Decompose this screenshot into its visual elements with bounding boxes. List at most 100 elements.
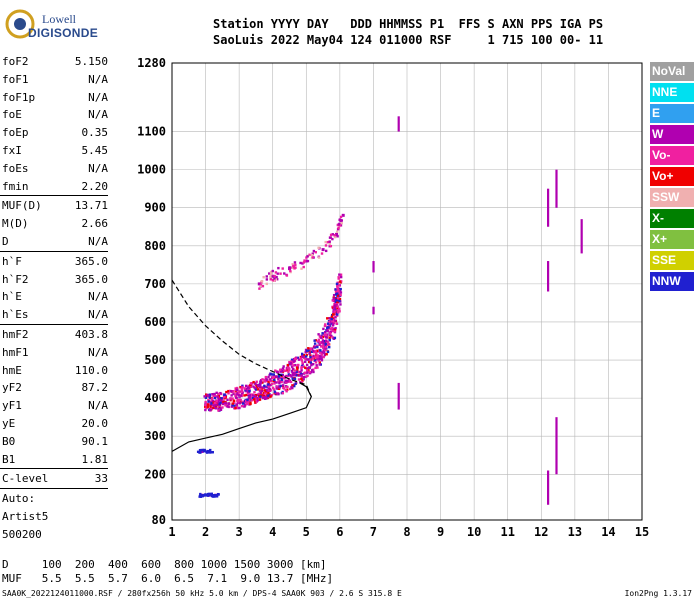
data-point <box>255 385 259 389</box>
data-point <box>243 401 246 405</box>
data-point <box>265 395 268 398</box>
data-point <box>329 319 333 323</box>
data-point <box>331 329 335 333</box>
data-point <box>334 319 337 322</box>
data-point <box>325 339 328 342</box>
data-point <box>319 341 322 344</box>
data-point <box>259 387 262 391</box>
data-point <box>305 367 309 370</box>
data-point <box>266 379 269 383</box>
data-point <box>334 303 337 306</box>
data-point <box>260 387 263 391</box>
data-point <box>259 381 263 384</box>
data-point <box>313 345 316 348</box>
data-point <box>328 245 331 248</box>
data-point <box>269 278 272 281</box>
data-point <box>215 391 218 395</box>
data-point <box>212 402 215 405</box>
data-point <box>284 385 288 388</box>
data-point <box>259 391 263 395</box>
data-point <box>202 494 205 497</box>
data-point <box>280 377 283 381</box>
param-yf1: yF1 N/A <box>2 399 108 413</box>
data-point <box>307 368 310 372</box>
y-tick-label: 500 <box>144 353 166 367</box>
data-point <box>316 354 319 357</box>
data-point <box>290 375 293 378</box>
data-point <box>300 354 304 358</box>
data-point <box>332 337 336 341</box>
data-point <box>333 330 336 333</box>
interference-strip <box>580 219 583 254</box>
data-point <box>276 278 279 281</box>
data-point <box>229 397 232 400</box>
data-point <box>325 353 328 356</box>
data-point <box>291 384 294 387</box>
data-point <box>277 375 281 378</box>
data-point <box>218 396 222 400</box>
data-point <box>323 353 326 357</box>
data-point <box>238 395 241 398</box>
data-point <box>265 390 269 393</box>
data-point <box>292 360 295 364</box>
data-point <box>207 493 211 497</box>
data-point <box>336 301 339 304</box>
data-point <box>291 377 295 380</box>
data-point <box>320 341 324 345</box>
data-point <box>207 403 210 406</box>
data-point <box>315 349 319 353</box>
data-point <box>216 493 219 497</box>
profile-uncertainty-line <box>171 279 312 397</box>
footer-distance-row: D 100 200 400 600 800 1000 1500 3000 [km… <box>2 558 327 571</box>
data-point <box>251 393 254 396</box>
data-point <box>241 386 244 389</box>
data-point <box>231 397 234 400</box>
interference-strip <box>555 169 558 208</box>
data-point <box>335 297 339 301</box>
data-point <box>217 409 220 412</box>
data-point <box>201 494 205 497</box>
data-point <box>300 373 303 376</box>
data-point <box>329 233 333 237</box>
data-point <box>333 309 336 312</box>
data-point <box>331 299 334 302</box>
data-point <box>251 396 255 400</box>
data-point <box>247 388 251 391</box>
data-point <box>239 400 242 404</box>
data-point <box>204 493 207 496</box>
data-point <box>331 326 334 330</box>
data-point <box>222 402 225 405</box>
data-point <box>297 378 301 381</box>
data-point <box>229 399 232 402</box>
data-point <box>254 388 258 391</box>
data-point <box>336 295 339 298</box>
data-point <box>274 271 278 274</box>
data-point <box>294 357 297 360</box>
data-point <box>331 328 335 332</box>
data-point <box>273 274 276 278</box>
data-point <box>323 324 327 328</box>
data-point <box>336 306 339 310</box>
data-point <box>328 316 332 320</box>
param-foep: foEp 0.35 <box>2 126 108 140</box>
data-point <box>285 367 289 370</box>
data-point <box>224 404 227 407</box>
data-point <box>317 246 320 250</box>
data-point <box>217 392 221 396</box>
legend-item-nnw: NNW <box>650 272 694 291</box>
y-tick-label: 900 <box>144 201 166 215</box>
data-point <box>222 400 225 404</box>
data-point <box>261 396 265 400</box>
y-tick-label: 600 <box>144 315 166 329</box>
data-point <box>240 385 244 389</box>
data-point <box>202 449 206 453</box>
data-point <box>216 492 220 496</box>
data-point <box>324 339 328 342</box>
data-point <box>320 334 323 338</box>
data-point <box>276 371 280 374</box>
legend-item-noval: NoVal <box>650 62 694 81</box>
data-point <box>254 396 257 399</box>
data-point <box>323 342 326 345</box>
data-point <box>247 386 251 389</box>
data-point <box>260 386 264 389</box>
